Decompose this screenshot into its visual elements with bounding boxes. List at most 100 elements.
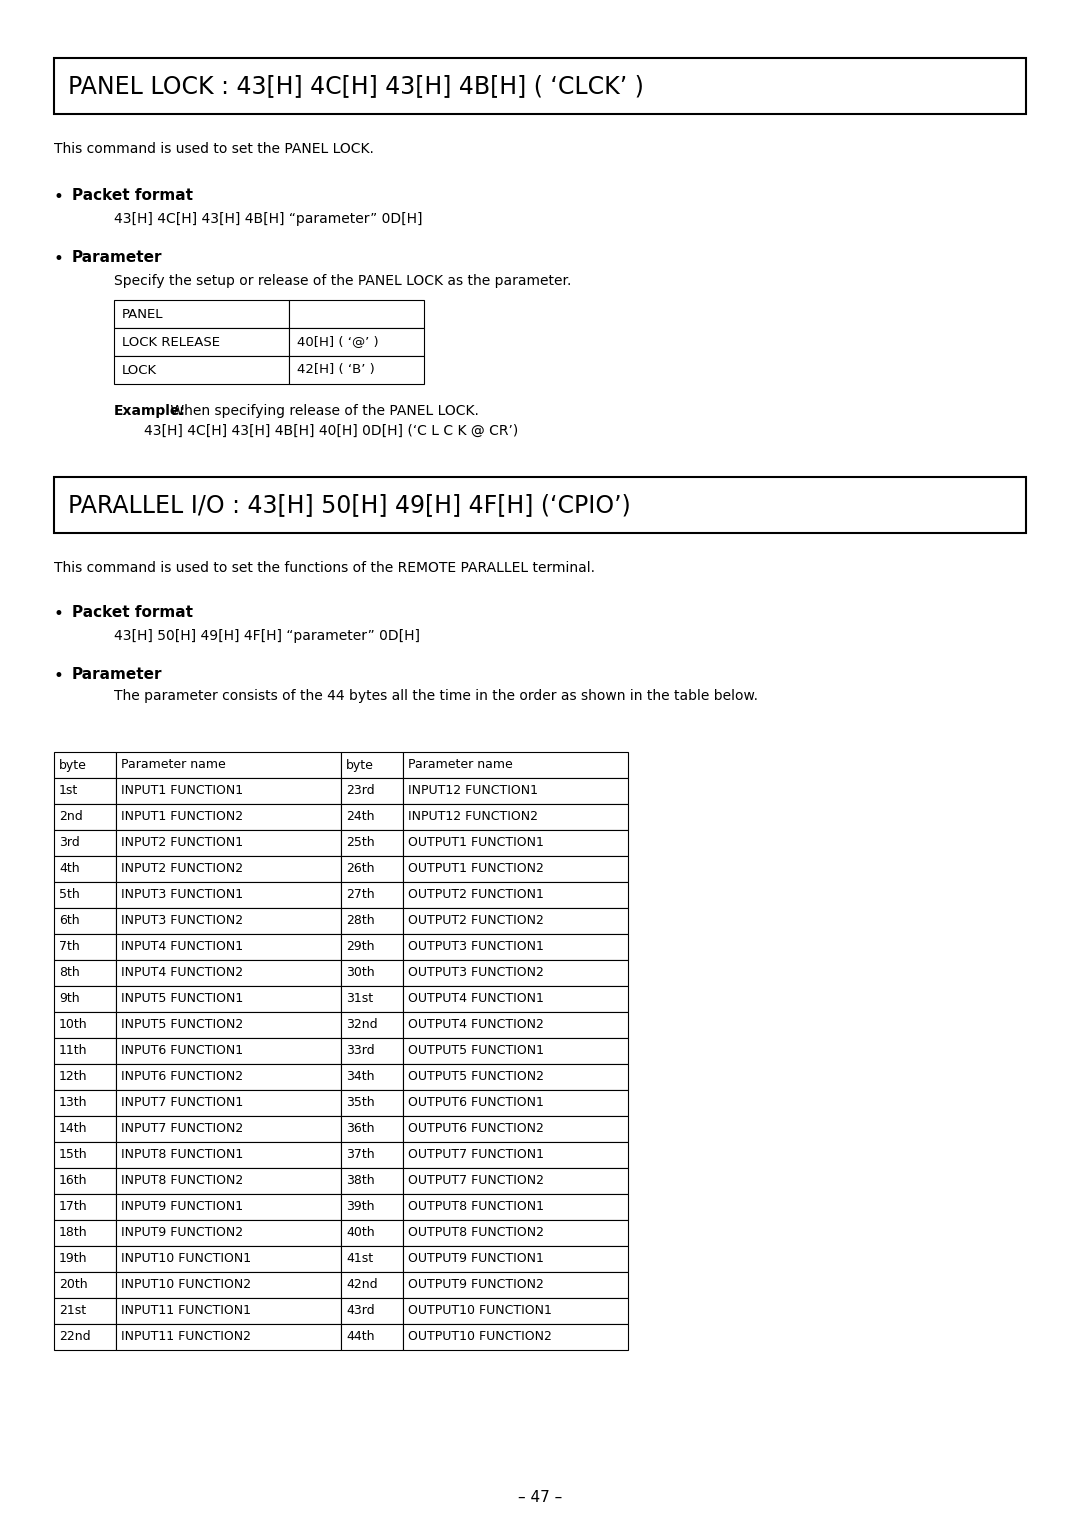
Text: 41st: 41st (346, 1253, 373, 1265)
Bar (403, 1271, 627, 1297)
Text: INPUT1 FUNCTION1: INPUT1 FUNCTION1 (121, 784, 243, 798)
Bar (341, 830, 403, 856)
Bar (54, 1089, 116, 1115)
Bar (403, 804, 627, 830)
Text: OUTPUT10 FUNCTION1: OUTPUT10 FUNCTION1 (408, 1305, 552, 1317)
Text: OUTPUT8 FUNCTION1: OUTPUT8 FUNCTION1 (408, 1201, 544, 1213)
Text: Example:: Example: (114, 403, 186, 419)
Bar (114, 356, 289, 384)
Bar (341, 1167, 403, 1193)
Text: •: • (54, 188, 64, 206)
Bar (403, 830, 627, 856)
Text: 28th: 28th (346, 914, 375, 927)
Text: 9th: 9th (59, 993, 80, 1005)
Bar (116, 1063, 341, 1089)
Text: OUTPUT9 FUNCTION2: OUTPUT9 FUNCTION2 (408, 1279, 544, 1291)
Text: Parameter: Parameter (72, 251, 162, 264)
Text: 44th: 44th (346, 1331, 375, 1343)
Text: INPUT8 FUNCTION2: INPUT8 FUNCTION2 (121, 1175, 243, 1187)
Bar (403, 960, 627, 986)
Text: 8th: 8th (59, 967, 80, 979)
Text: 43[H] 50[H] 49[H] 4F[H] “parameter” 0D[H]: 43[H] 50[H] 49[H] 4F[H] “parameter” 0D[H… (114, 630, 420, 643)
Bar (341, 1115, 403, 1141)
Text: INPUT5 FUNCTION2: INPUT5 FUNCTION2 (121, 1019, 243, 1031)
Text: INPUT3 FUNCTION2: INPUT3 FUNCTION2 (121, 914, 243, 927)
Bar (403, 1038, 627, 1063)
Bar (54, 477, 1026, 533)
Text: 39th: 39th (346, 1201, 375, 1213)
Text: •: • (54, 668, 64, 685)
Bar (54, 1167, 116, 1193)
Text: •: • (54, 251, 64, 267)
Bar (341, 1141, 403, 1167)
Text: INPUT11 FUNCTION2: INPUT11 FUNCTION2 (121, 1331, 251, 1343)
Text: PANEL LOCK : 43[H] 4C[H] 43[H] 4B[H] ( ‘CLCK’ ): PANEL LOCK : 43[H] 4C[H] 43[H] 4B[H] ( ‘… (68, 73, 644, 98)
Text: 1st: 1st (59, 784, 78, 798)
Bar (116, 1115, 341, 1141)
Text: 12th: 12th (59, 1071, 87, 1083)
Text: Packet format: Packet format (72, 605, 193, 620)
Text: 43[H] 4C[H] 43[H] 4B[H] “parameter” 0D[H]: 43[H] 4C[H] 43[H] 4B[H] “parameter” 0D[H… (114, 212, 422, 226)
Bar (341, 1012, 403, 1038)
Text: 31st: 31st (346, 993, 373, 1005)
Bar (116, 830, 341, 856)
Bar (54, 882, 116, 908)
Text: 33rd: 33rd (346, 1045, 375, 1057)
Text: 40[H] ( ‘@’ ): 40[H] ( ‘@’ ) (297, 336, 379, 348)
Text: 18th: 18th (59, 1227, 87, 1239)
Bar (54, 1219, 116, 1245)
Bar (54, 1245, 116, 1271)
Bar (116, 1245, 341, 1271)
Text: 11th: 11th (59, 1045, 87, 1057)
Bar (116, 856, 341, 882)
Text: •: • (54, 605, 64, 623)
Bar (54, 1271, 116, 1297)
Bar (116, 1323, 341, 1351)
Text: INPUT11 FUNCTION1: INPUT11 FUNCTION1 (121, 1305, 251, 1317)
Bar (54, 830, 116, 856)
Text: 26th: 26th (346, 862, 375, 876)
Bar (403, 908, 627, 934)
Text: 24th: 24th (346, 810, 375, 824)
Text: INPUT7 FUNCTION1: INPUT7 FUNCTION1 (121, 1097, 243, 1109)
Text: INPUT6 FUNCTION2: INPUT6 FUNCTION2 (121, 1071, 243, 1083)
Bar (54, 908, 116, 934)
Bar (116, 1141, 341, 1167)
Bar (116, 908, 341, 934)
Bar (54, 1141, 116, 1167)
Bar (289, 356, 424, 384)
Text: Specify the setup or release of the PANEL LOCK as the parameter.: Specify the setup or release of the PANE… (114, 274, 571, 287)
Text: INPUT10 FUNCTION2: INPUT10 FUNCTION2 (121, 1279, 252, 1291)
Bar (116, 1038, 341, 1063)
Text: This command is used to set the PANEL LOCK.: This command is used to set the PANEL LO… (54, 142, 374, 156)
Text: PARALLEL I/O : 43[H] 50[H] 49[H] 4F[H] (‘CPIO’): PARALLEL I/O : 43[H] 50[H] 49[H] 4F[H] (… (68, 494, 631, 516)
Text: 23rd: 23rd (346, 784, 375, 798)
Text: INPUT1 FUNCTION2: INPUT1 FUNCTION2 (121, 810, 243, 824)
Bar (341, 1038, 403, 1063)
Bar (341, 752, 403, 778)
Bar (403, 1089, 627, 1115)
Text: 29th: 29th (346, 941, 375, 953)
Text: 10th: 10th (59, 1019, 87, 1031)
Text: 2nd: 2nd (59, 810, 83, 824)
Text: 20th: 20th (59, 1279, 87, 1291)
Text: 22nd: 22nd (59, 1331, 91, 1343)
Bar (403, 1115, 627, 1141)
Bar (341, 1063, 403, 1089)
Bar (341, 1271, 403, 1297)
Bar (403, 934, 627, 960)
Bar (403, 882, 627, 908)
Text: 43[H] 4C[H] 43[H] 4B[H] 40[H] 0D[H] (‘C L C K @ CR’): 43[H] 4C[H] 43[H] 4B[H] 40[H] 0D[H] (‘C … (144, 423, 518, 439)
Text: OUTPUT10 FUNCTION2: OUTPUT10 FUNCTION2 (408, 1331, 552, 1343)
Bar (341, 1245, 403, 1271)
Text: INPUT9 FUNCTION1: INPUT9 FUNCTION1 (121, 1201, 243, 1213)
Bar (54, 960, 116, 986)
Text: OUTPUT8 FUNCTION2: OUTPUT8 FUNCTION2 (408, 1227, 544, 1239)
Text: OUTPUT9 FUNCTION1: OUTPUT9 FUNCTION1 (408, 1253, 544, 1265)
Text: 13th: 13th (59, 1097, 87, 1109)
Bar (341, 1089, 403, 1115)
Bar (341, 882, 403, 908)
Text: 15th: 15th (59, 1149, 87, 1161)
Text: 5th: 5th (59, 888, 80, 902)
Bar (54, 1323, 116, 1351)
